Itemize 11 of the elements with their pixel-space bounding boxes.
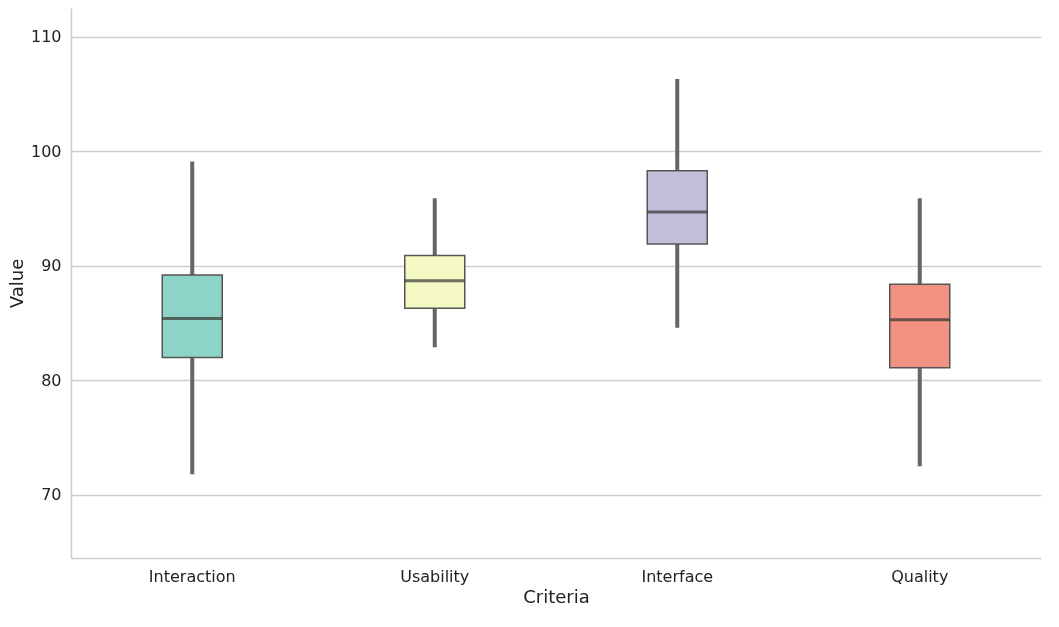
y-tick-label: 100	[30, 141, 62, 161]
x-tick-label: Interface	[641, 566, 714, 586]
x-tick-label: Usability	[400, 566, 470, 586]
y-tick-label: 80	[41, 370, 62, 390]
x-axis-title: Criteria	[523, 585, 590, 607]
y-tick-label: 70	[41, 485, 62, 505]
y-tick-label: 110	[30, 27, 62, 47]
y-tick-label: 90	[41, 256, 62, 276]
y-axis-title: Value	[5, 258, 27, 309]
x-tick-label: Interaction	[148, 566, 236, 586]
x-tick-label: Quality	[891, 566, 949, 586]
